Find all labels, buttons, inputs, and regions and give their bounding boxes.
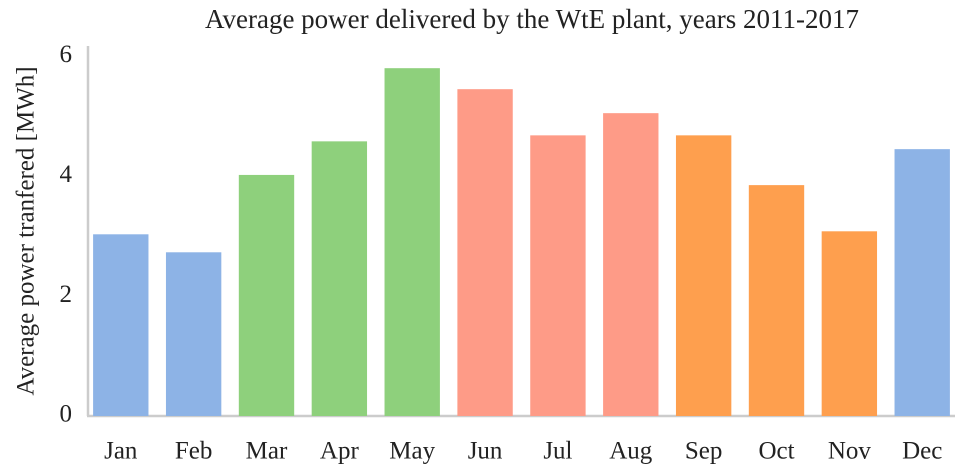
x-tick-label: Aug	[609, 438, 653, 465]
bar	[530, 135, 586, 417]
y-axis-label: Average power tranfered [MWh]	[13, 66, 40, 395]
bar	[238, 174, 295, 416]
y-tick-label: 0	[60, 401, 73, 428]
x-tick-label: Apr	[320, 438, 360, 465]
bar	[821, 231, 878, 416]
chart-title: Average power delivered by the WtE plant…	[205, 4, 859, 34]
y-tick-label: 2	[60, 281, 73, 308]
x-tick-label: Nov	[828, 438, 872, 465]
bar	[93, 234, 149, 416]
y-tick-label: 6	[60, 41, 73, 68]
x-tick-label: May	[389, 438, 435, 465]
x-tick-label: Dec	[902, 438, 942, 465]
x-tick-label: Mar	[246, 438, 288, 465]
x-tick-label: Jan	[104, 438, 138, 465]
x-tick-label: Jul	[543, 438, 572, 465]
bar	[165, 252, 222, 416]
bar	[311, 141, 368, 417]
y-tick-label: 4	[60, 161, 73, 188]
bar	[384, 68, 440, 417]
bar	[675, 135, 732, 417]
x-tick-label: Oct	[758, 438, 794, 465]
bar	[457, 89, 513, 416]
bar	[894, 149, 950, 417]
x-tick-label: Sep	[685, 438, 723, 465]
x-tick-label: Feb	[175, 438, 213, 465]
bar	[603, 113, 659, 416]
bar	[748, 185, 805, 416]
x-tick-label: Jun	[468, 438, 503, 465]
